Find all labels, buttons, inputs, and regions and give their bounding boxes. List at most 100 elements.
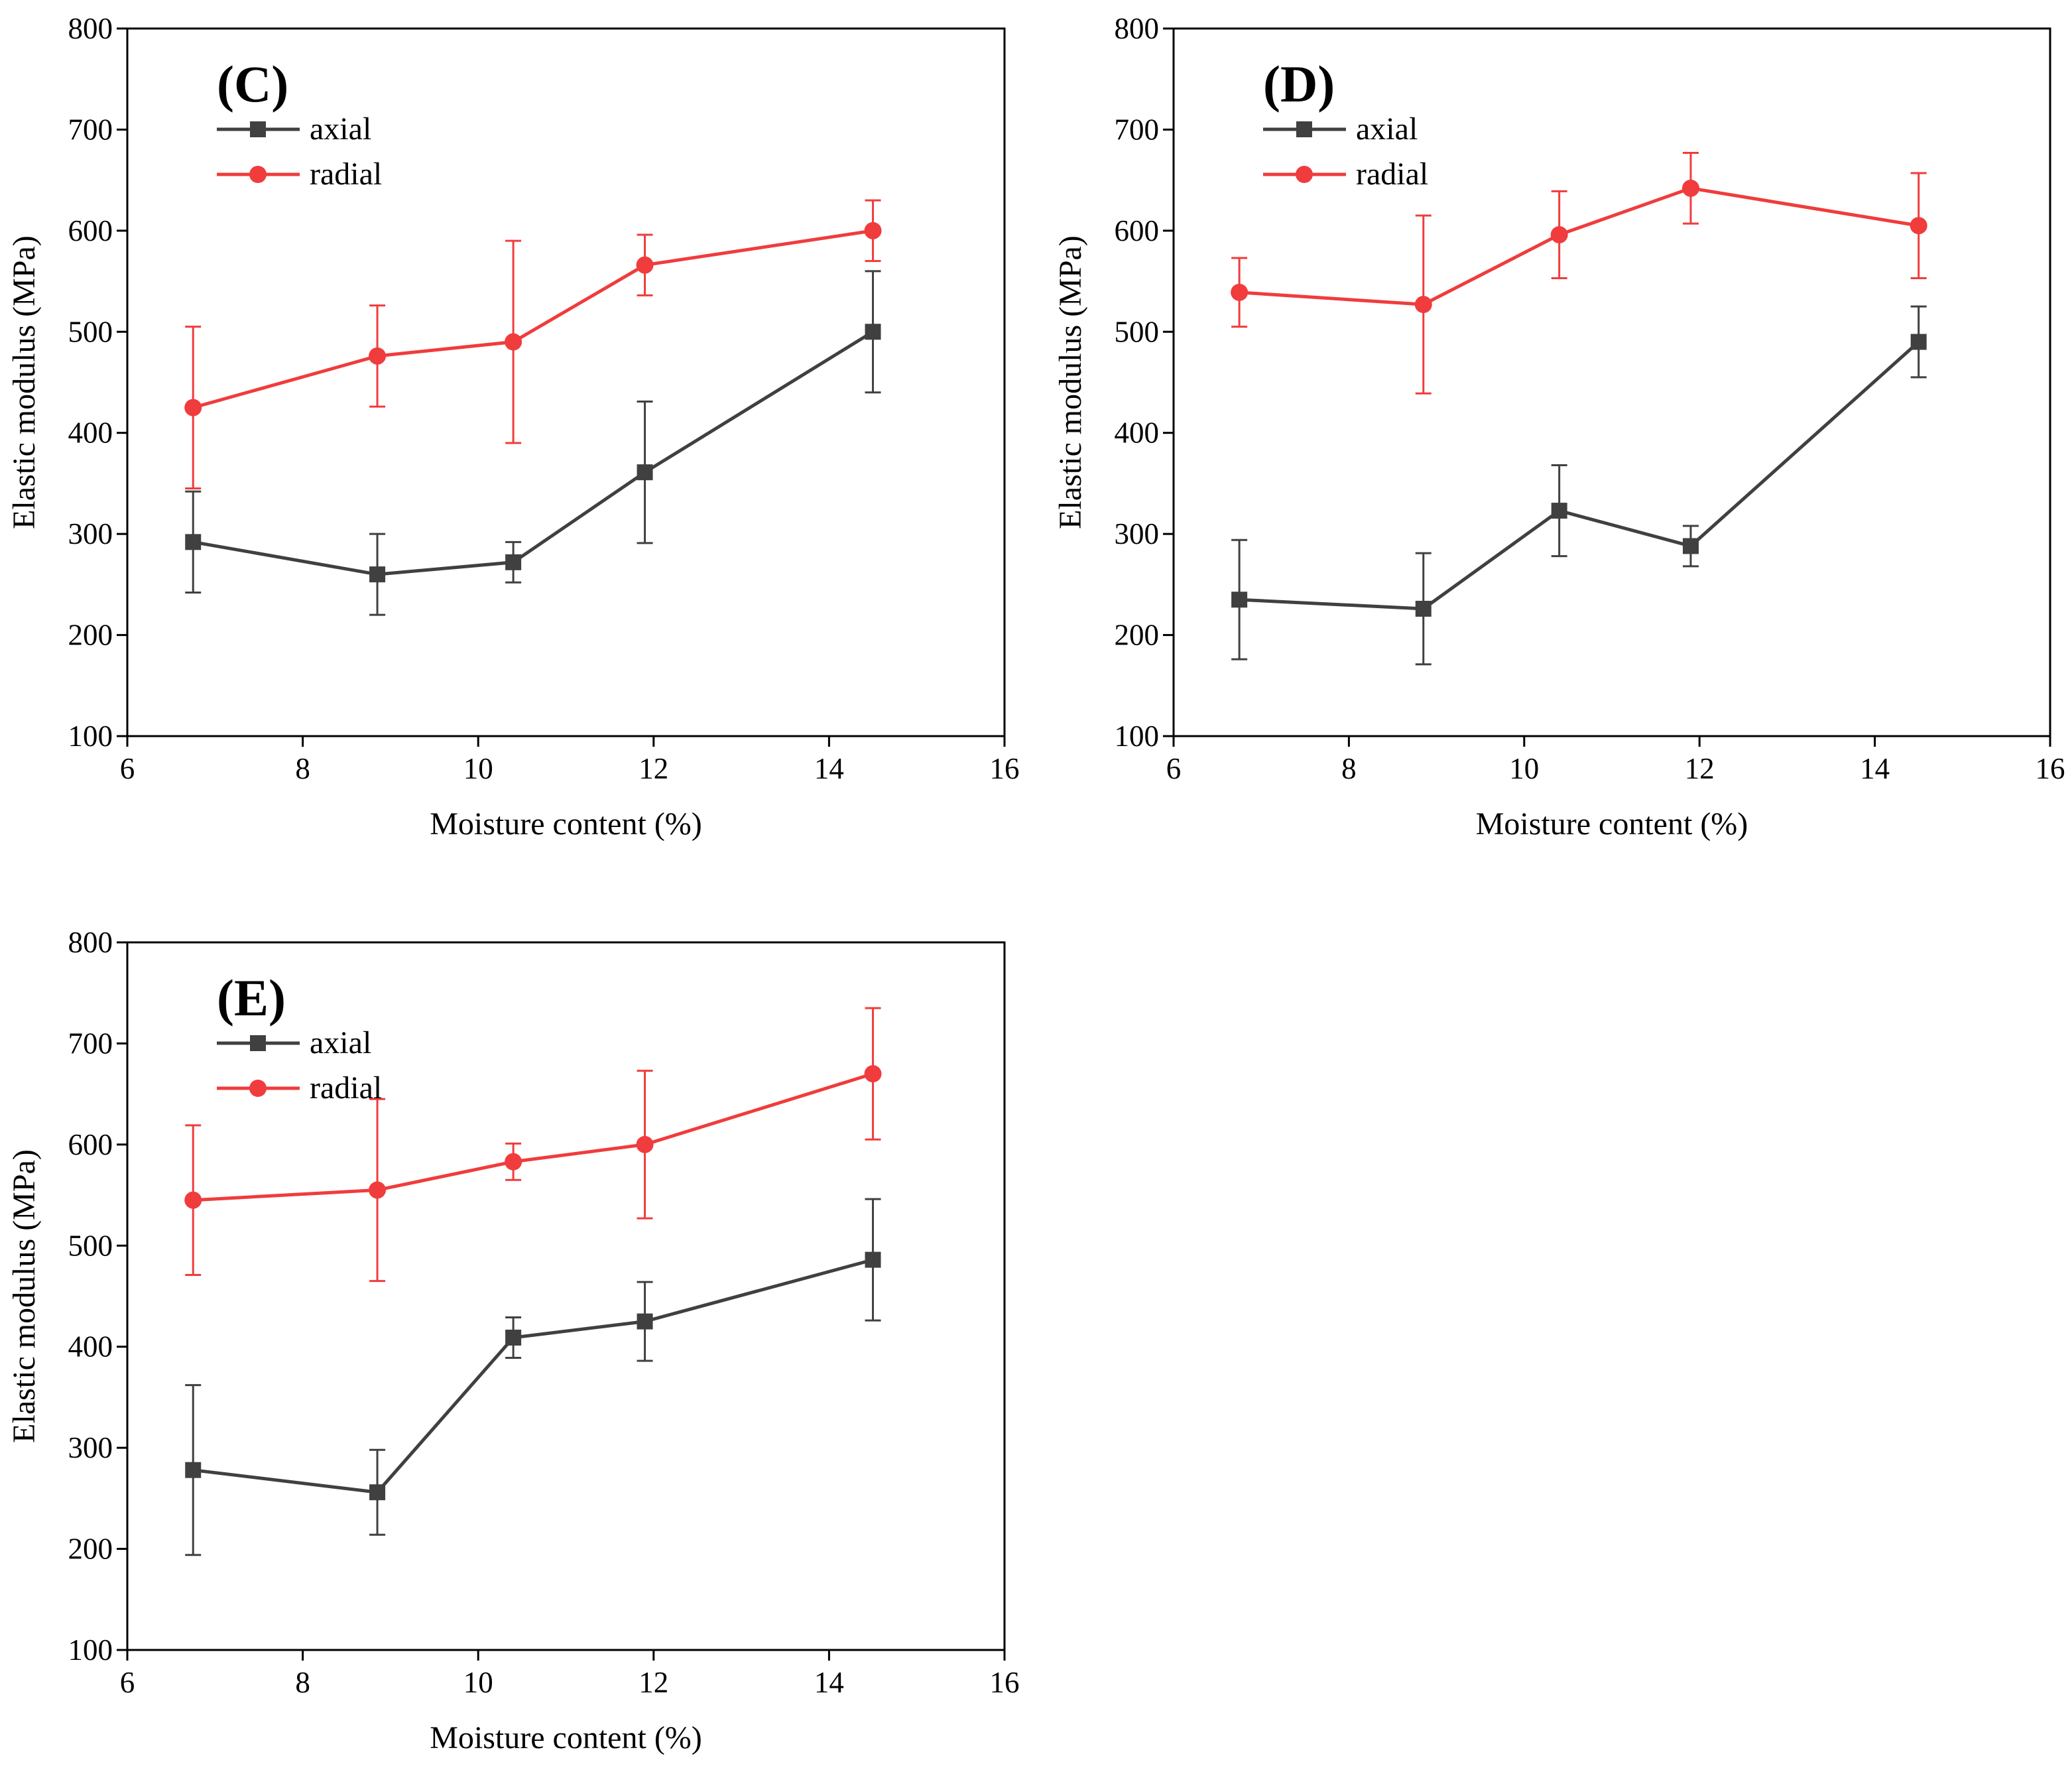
data-point-axial <box>1231 592 1248 608</box>
series-radial <box>184 1007 882 1283</box>
panel-label: (E) <box>217 969 286 1027</box>
series-radial <box>184 199 882 490</box>
data-point-axial <box>865 1251 881 1268</box>
y-tick-label: 300 <box>68 1431 113 1464</box>
series-line-axial <box>1239 340 1920 611</box>
y-tick-label: 100 <box>68 720 113 753</box>
chart-panel-3: 6 8 10 12 14 16 100 200 300 400 500 600 700 800 Moistu… <box>7 926 1020 1755</box>
data-point-axial <box>637 464 653 481</box>
legend-marker <box>249 1080 267 1097</box>
data-point-radial <box>184 1191 202 1209</box>
legend-marker <box>249 166 267 183</box>
panel-label: (C) <box>217 55 288 113</box>
y-tick-label: 400 <box>1115 416 1160 450</box>
data-point-axial <box>637 1313 653 1330</box>
y-tick-label: 400 <box>68 1330 113 1363</box>
legend-label: radial <box>1356 157 1428 192</box>
y-tick-label: 500 <box>1115 315 1160 348</box>
x-tick-label: 12 <box>639 752 668 785</box>
data-point-radial <box>1414 296 1432 314</box>
plot-frame <box>126 941 1006 1651</box>
legend-label: axial <box>310 111 371 147</box>
data-point-axial <box>1551 503 1567 519</box>
data-point-axial <box>369 566 386 583</box>
x-axis-title: Moisture content (%) <box>1476 806 1748 842</box>
data-point-axial <box>185 534 202 550</box>
y-tick-label: 700 <box>68 1027 113 1060</box>
chart-panel-1: 6 8 10 12 14 16 100 200 300 400 500 600 700 800 Moistu… <box>7 12 1020 842</box>
legend-marker <box>1296 166 1313 183</box>
legend-item-radial: radial <box>217 1070 382 1106</box>
y-tick-label: 800 <box>68 12 113 45</box>
legend-label: axial <box>1356 111 1418 147</box>
y-tick-label: 700 <box>68 113 113 146</box>
y-axis-title: Elastic modulus (MPa) <box>7 1149 42 1443</box>
x-tick-label: 10 <box>463 752 493 785</box>
series-axial <box>185 1198 881 1556</box>
x-tick-label: 6 <box>1166 752 1182 785</box>
y-tick-label: 300 <box>68 517 113 550</box>
x-tick-label: 14 <box>814 1666 844 1699</box>
series-line-radial <box>193 1072 874 1202</box>
data-point-radial <box>864 221 882 239</box>
plot-frame <box>1172 27 2051 737</box>
legend-item-axial: axial <box>217 1025 371 1060</box>
data-point-axial <box>865 324 881 340</box>
y-axis-title: Elastic modulus (MPa) <box>1053 235 1088 529</box>
y-tick-label: 600 <box>1115 214 1160 247</box>
series-line-axial <box>192 1258 874 1494</box>
legend-marker <box>250 1035 266 1051</box>
series-axial <box>1231 305 1927 666</box>
data-point-radial <box>864 1065 882 1083</box>
series-line-radial <box>1239 186 1920 306</box>
series-radial <box>1231 151 1927 395</box>
data-point-radial <box>184 399 202 416</box>
chart-panel-2: 6 8 10 12 14 16 100 200 300 400 500 600 700 800 Moistu… <box>1053 12 2065 842</box>
data-point-radial <box>505 333 522 351</box>
data-point-axial <box>1910 334 1927 350</box>
data-point-axial <box>369 1484 386 1501</box>
y-tick-label: 200 <box>68 1533 113 1566</box>
y-tick-label: 300 <box>1115 517 1160 550</box>
x-tick-label: 14 <box>814 752 844 785</box>
data-point-axial <box>1415 600 1432 617</box>
x-tick-label: 8 <box>1341 752 1357 785</box>
legend-item-radial: radial <box>1263 157 1428 192</box>
data-point-radial <box>1910 217 1927 235</box>
y-tick-label: 100 <box>1115 720 1160 753</box>
data-point-axial <box>505 1329 522 1346</box>
y-tick-label: 600 <box>68 214 113 247</box>
legend-label: radial <box>310 157 382 192</box>
y-tick-label: 100 <box>68 1633 113 1667</box>
data-point-axial <box>185 1462 202 1478</box>
x-tick-label: 14 <box>1860 752 1890 785</box>
y-tick-label: 200 <box>68 619 113 652</box>
legend-marker <box>1296 121 1312 137</box>
data-point-axial <box>505 554 522 570</box>
x-axis-title: Moisture content (%) <box>430 1720 702 1755</box>
x-tick-label: 16 <box>990 752 1020 785</box>
legend-label: radial <box>310 1070 382 1106</box>
data-point-radial <box>1681 179 1699 197</box>
y-tick-label: 800 <box>1115 12 1160 45</box>
data-point-radial <box>636 256 654 274</box>
x-tick-label: 12 <box>639 1666 668 1699</box>
series-line-axial <box>192 330 874 576</box>
x-tick-label: 10 <box>1509 752 1539 785</box>
panel-label: (D) <box>1263 55 1335 113</box>
x-tick-label: 10 <box>463 1666 493 1699</box>
y-tick-label: 400 <box>68 416 113 450</box>
legend-marker <box>250 121 266 137</box>
y-tick-label: 500 <box>68 1229 113 1262</box>
legend-item-axial: axial <box>217 111 371 147</box>
x-tick-label: 12 <box>1685 752 1715 785</box>
x-tick-label: 8 <box>295 1666 310 1699</box>
series-line-radial <box>192 229 873 410</box>
series-axial <box>185 270 881 616</box>
x-tick-label: 16 <box>990 1666 1020 1699</box>
x-axis-title: Moisture content (%) <box>430 806 702 842</box>
y-tick-label: 700 <box>1115 113 1160 146</box>
plot-frame <box>126 27 1006 737</box>
x-tick-label: 6 <box>120 1666 135 1699</box>
